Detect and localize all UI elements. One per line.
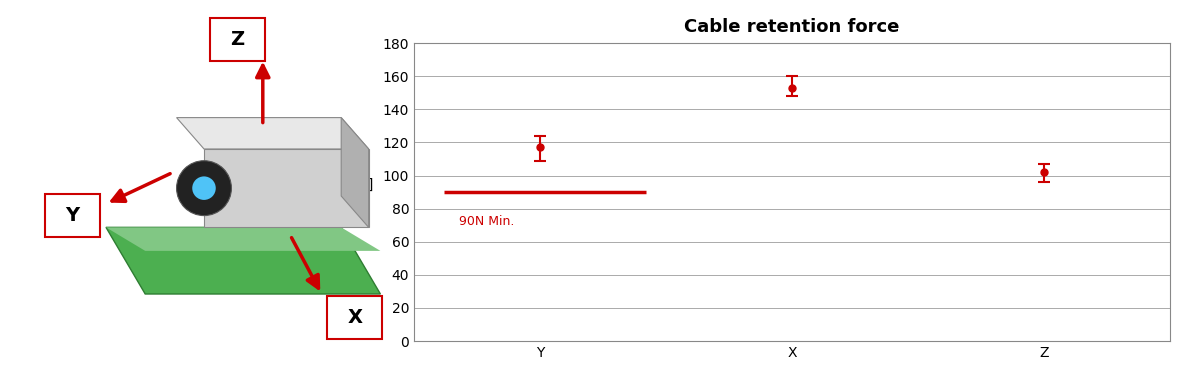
Polygon shape [106, 227, 380, 251]
Polygon shape [176, 118, 368, 149]
FancyBboxPatch shape [210, 18, 265, 61]
Title: Cable retention force: Cable retention force [684, 18, 900, 36]
Circle shape [176, 161, 232, 216]
Polygon shape [106, 227, 380, 294]
Text: Z: Z [230, 30, 245, 49]
Circle shape [192, 176, 216, 200]
Text: X: X [348, 308, 362, 327]
FancyBboxPatch shape [328, 296, 383, 339]
FancyBboxPatch shape [46, 194, 100, 237]
Y-axis label: [N]: [N] [353, 178, 374, 192]
Polygon shape [204, 149, 368, 227]
Text: 90N Min.: 90N Min. [460, 215, 515, 228]
Polygon shape [341, 118, 368, 227]
Text: Y: Y [66, 206, 79, 225]
